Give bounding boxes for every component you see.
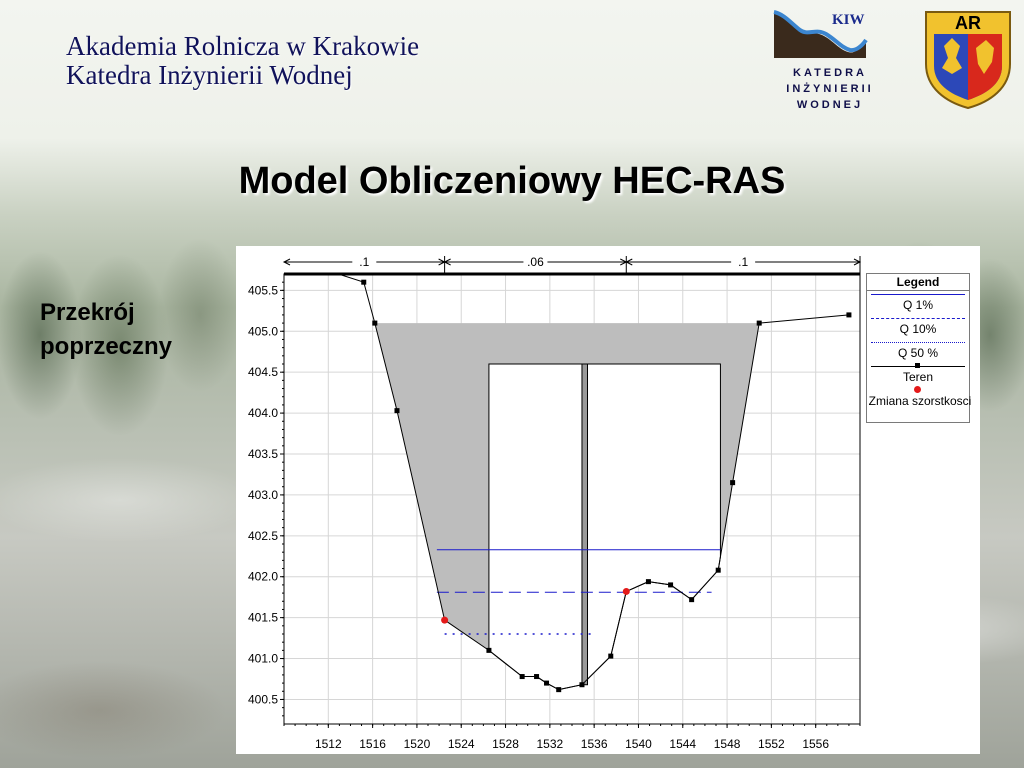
institution-line2: Katedra Inżynierii Wodnej — [66, 60, 353, 90]
terrain-point — [715, 567, 721, 573]
institution-name: Akademia Rolnicza w Krakowie Katedra Inż… — [66, 32, 419, 90]
manning-label-bg — [731, 255, 756, 268]
terrain-point — [689, 597, 695, 603]
x-tick-label: 1512 — [315, 737, 342, 751]
manning-arrow-left — [443, 258, 451, 266]
bridge-pier — [581, 363, 589, 686]
y-tick-label: 405.5 — [248, 283, 278, 297]
roughness-change-point — [622, 587, 630, 595]
legend-swatch-dotted — [871, 342, 965, 343]
terrain-point — [534, 674, 540, 680]
kiw-line1: KATEDRA — [793, 67, 867, 79]
manning-label-bg — [523, 255, 548, 268]
y-tick-label: 403.5 — [248, 447, 278, 461]
terrain-point — [394, 408, 400, 414]
y-tick-label: 401.0 — [248, 652, 278, 666]
manning-arrow-left — [282, 258, 291, 266]
x-tick-label: 1552 — [758, 737, 785, 751]
legend-item-teren: Teren — [867, 363, 969, 387]
x-tick-label: 1520 — [404, 737, 431, 751]
terrain-point — [730, 480, 736, 486]
y-tick-label: 401.5 — [248, 611, 278, 625]
x-tick-label: 1540 — [625, 737, 652, 751]
terrain-point — [579, 682, 585, 688]
terrain-point — [486, 647, 492, 653]
legend-item-q1: Q 1% — [867, 291, 969, 315]
y-tick-label: 404.0 — [248, 406, 278, 420]
kiw-text: KIW — [832, 12, 865, 28]
x-tick-label: 1544 — [669, 737, 696, 751]
side-label: Przekrój poprzeczny — [40, 296, 172, 364]
manning-arrow-left — [625, 258, 633, 266]
y-tick-label: 402.5 — [248, 529, 278, 543]
terrain-point — [668, 582, 674, 588]
terrain-point — [608, 653, 614, 659]
ar-crest-logo: AR — [925, 11, 1011, 110]
manning-n-label: .1 — [738, 255, 748, 269]
x-tick-label: 1556 — [802, 737, 829, 751]
manning-n-label: .1 — [359, 255, 369, 269]
terrain-line — [336, 274, 849, 691]
legend-square-marker — [915, 363, 920, 368]
legend-red-dot-marker — [914, 386, 921, 393]
bridge-group — [336, 274, 852, 693]
y-tick-label: 405.0 — [248, 324, 278, 338]
legend-item-q50: Q 50 % — [867, 339, 969, 363]
x-tick-label: 1548 — [714, 737, 741, 751]
legend-label-q1: Q 1% — [902, 298, 933, 312]
kiw-logo: KIW KATEDRA INŻYNIERII WODNEJ — [773, 10, 873, 111]
roughness-change-point — [441, 616, 449, 624]
ar-text: AR — [955, 13, 981, 33]
legend-title: Legend — [867, 274, 969, 291]
kiw-line2: INŻYNIERII — [786, 82, 873, 95]
terrain-point — [756, 320, 762, 326]
legend-label-q50: Q 50 % — [897, 346, 939, 360]
manning-label-bg — [352, 255, 377, 268]
x-tick-label: 1528 — [492, 737, 519, 751]
legend-label-roughness: Zmiana szorstkosci — [868, 394, 972, 408]
terrain-point — [519, 674, 525, 680]
terrain-point — [372, 320, 378, 326]
legend-swatch-solid — [871, 294, 965, 295]
manning-n-label: .06 — [527, 255, 544, 269]
x-tick-label: 1524 — [448, 737, 475, 751]
side-label-line1: Przekrój — [40, 299, 135, 326]
cross-section-chart: 400.5 401.0 401.5 402.0 402.5 403.0 403.5 404.0… — [236, 246, 980, 754]
terrain-point — [556, 687, 562, 693]
terrain-point — [645, 579, 651, 585]
x-tick-label: 1532 — [536, 737, 563, 751]
chart-canvas: 400.5 401.0 401.5 402.0 402.5 403.0 403.5 404.0… — [248, 255, 862, 751]
legend-label-teren: Teren — [902, 370, 934, 384]
y-tick-label: 404.5 — [248, 365, 278, 379]
page-title: Model Obliczeniowy HEC-RAS — [238, 160, 786, 202]
institution-line1: Akademia Rolnicza w Krakowie — [66, 31, 420, 61]
x-tick-label: 1516 — [359, 737, 386, 751]
bridge-opening — [488, 363, 721, 691]
chart-legend: Legend Q 1% Q 10% Q 50 % Teren Zmiana sz… — [866, 273, 971, 423]
x-tick-label: 1536 — [581, 737, 608, 751]
terrain-point — [361, 279, 367, 285]
side-label-line2: poprzeczny — [40, 333, 173, 360]
kiw-line3: WODNEJ — [797, 99, 863, 111]
legend-label-q10: Q 10% — [899, 322, 937, 336]
terrain-point — [544, 680, 550, 686]
legend-item-roughness: Zmiana szorstkosci — [867, 386, 971, 411]
y-tick-label: 400.5 — [248, 692, 278, 706]
y-tick-label: 403.0 — [248, 488, 278, 502]
terrain-point — [846, 312, 852, 318]
legend-item-q10: Q 10% — [867, 315, 969, 339]
legend-swatch-dashed — [871, 318, 965, 319]
y-tick-label: 402.0 — [248, 570, 278, 584]
